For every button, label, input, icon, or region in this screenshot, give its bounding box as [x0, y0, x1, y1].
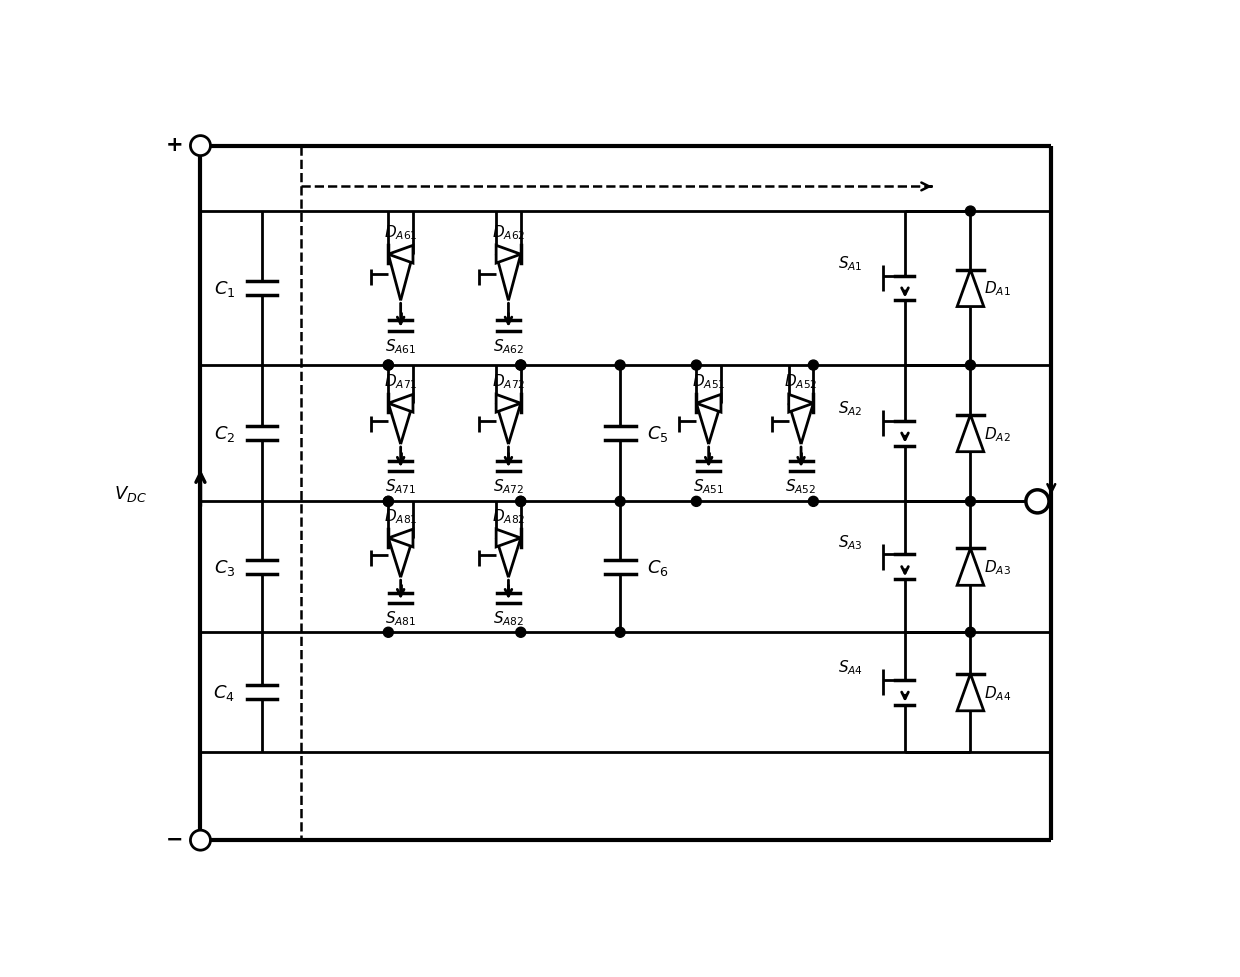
Text: $C_1$: $C_1$: [213, 278, 236, 299]
Polygon shape: [388, 395, 413, 412]
Circle shape: [383, 361, 393, 370]
Text: $C_3$: $C_3$: [213, 557, 236, 577]
Circle shape: [615, 361, 625, 370]
Text: $S_{A81}$: $S_{A81}$: [384, 609, 417, 627]
Text: $S_{A62}$: $S_{A62}$: [492, 336, 525, 356]
Circle shape: [966, 207, 976, 217]
Circle shape: [383, 627, 393, 638]
Polygon shape: [957, 271, 983, 307]
Circle shape: [966, 361, 976, 370]
Text: $V_{DC}$: $V_{DC}$: [114, 484, 146, 503]
Circle shape: [516, 497, 526, 507]
Circle shape: [692, 497, 702, 507]
Text: $D_{A72}$: $D_{A72}$: [492, 372, 526, 391]
Text: $S_{A52}$: $S_{A52}$: [785, 477, 817, 495]
Circle shape: [808, 361, 818, 370]
Text: $D_{A3}$: $D_{A3}$: [985, 558, 1012, 576]
Circle shape: [1025, 490, 1049, 513]
Text: $S_{A3}$: $S_{A3}$: [838, 532, 863, 551]
Text: −: −: [166, 828, 184, 849]
Circle shape: [383, 497, 393, 507]
Circle shape: [615, 497, 625, 507]
Circle shape: [191, 830, 211, 850]
Polygon shape: [388, 530, 413, 547]
Text: $C_5$: $C_5$: [647, 424, 668, 444]
Circle shape: [966, 627, 976, 638]
Polygon shape: [496, 530, 521, 547]
Text: $D_{A82}$: $D_{A82}$: [492, 507, 526, 526]
Text: $D_{A2}$: $D_{A2}$: [985, 424, 1011, 444]
Text: $C_6$: $C_6$: [647, 557, 668, 577]
Polygon shape: [496, 246, 521, 264]
Text: $S_{A1}$: $S_{A1}$: [838, 254, 863, 273]
Polygon shape: [697, 395, 720, 412]
Circle shape: [383, 497, 393, 507]
Text: $D_{A52}$: $D_{A52}$: [784, 372, 818, 391]
Text: $S_{A72}$: $S_{A72}$: [492, 477, 525, 495]
Polygon shape: [957, 549, 983, 585]
Circle shape: [516, 627, 526, 638]
Polygon shape: [957, 415, 983, 452]
Polygon shape: [789, 395, 813, 412]
Text: $S_{A71}$: $S_{A71}$: [384, 477, 417, 495]
Polygon shape: [957, 674, 983, 711]
Text: $C_4$: $C_4$: [213, 683, 236, 702]
Text: $D_{A51}$: $D_{A51}$: [692, 372, 725, 391]
Circle shape: [966, 497, 976, 507]
Circle shape: [516, 497, 526, 507]
Text: $D_{A81}$: $D_{A81}$: [384, 507, 418, 526]
Circle shape: [383, 361, 393, 370]
Polygon shape: [496, 395, 521, 412]
Circle shape: [808, 497, 818, 507]
Circle shape: [692, 361, 702, 370]
Text: $S_{A2}$: $S_{A2}$: [838, 399, 863, 417]
Circle shape: [516, 361, 526, 370]
Text: $S_{A82}$: $S_{A82}$: [492, 609, 525, 627]
Text: $S_{A4}$: $S_{A4}$: [837, 658, 863, 676]
Circle shape: [615, 627, 625, 638]
Circle shape: [516, 361, 526, 370]
Text: $D_{A71}$: $D_{A71}$: [384, 372, 418, 391]
Text: $D_{A62}$: $D_{A62}$: [492, 223, 526, 242]
Text: $C_2$: $C_2$: [213, 424, 236, 444]
Polygon shape: [388, 246, 413, 264]
Text: +: +: [166, 135, 184, 155]
Text: $S_{A51}$: $S_{A51}$: [693, 477, 724, 495]
Text: $S_{A61}$: $S_{A61}$: [384, 336, 417, 356]
Text: $D_{A61}$: $D_{A61}$: [384, 223, 418, 242]
Text: $D_{A4}$: $D_{A4}$: [985, 683, 1012, 701]
Circle shape: [191, 137, 211, 156]
Text: $D_{A1}$: $D_{A1}$: [985, 279, 1011, 298]
